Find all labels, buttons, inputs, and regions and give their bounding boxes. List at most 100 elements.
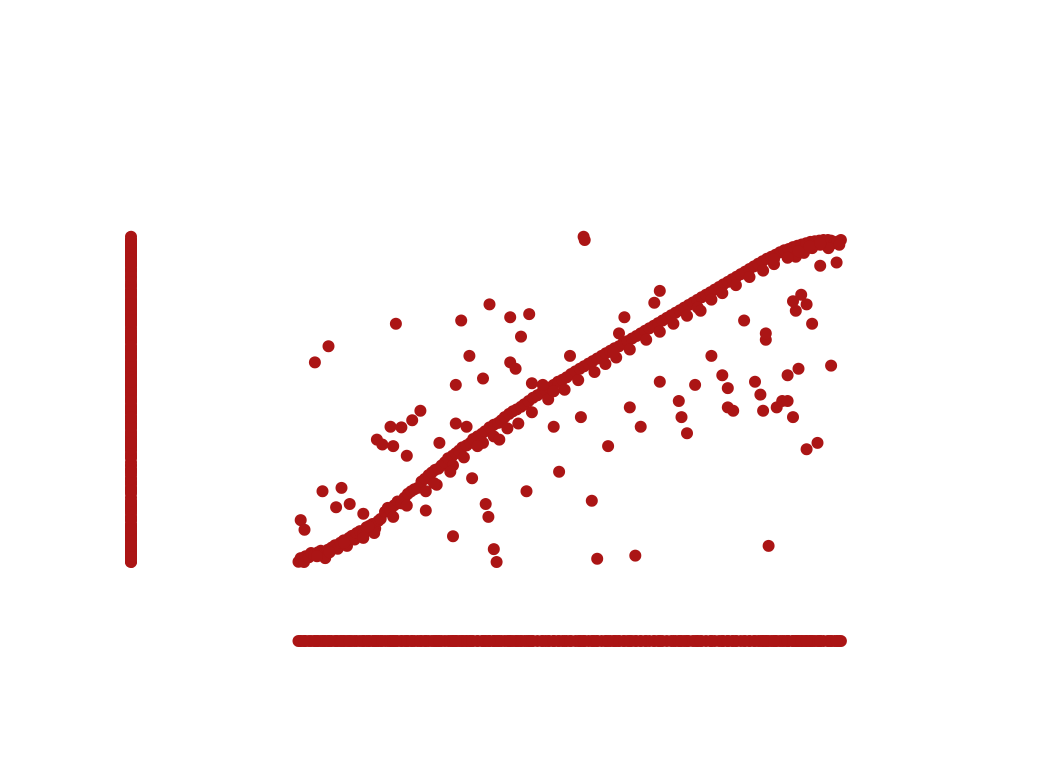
- y-rug-point: [125, 298, 137, 311]
- x-rug-point: [343, 635, 356, 647]
- scatter-point: [800, 443, 813, 456]
- scatter-point: [634, 420, 647, 433]
- scatter-point: [640, 333, 653, 346]
- scatter-point: [653, 284, 666, 297]
- scatter-point: [618, 311, 631, 324]
- scatter-point: [414, 404, 427, 417]
- scatter-point: [623, 343, 636, 356]
- x-rug-point: [322, 635, 335, 647]
- x-rug-point: [653, 635, 666, 647]
- scatter-point: [525, 406, 538, 419]
- y-rug-point: [125, 485, 137, 498]
- scatter-point: [509, 362, 522, 375]
- y-rug-point: [125, 349, 137, 362]
- scatter-point: [553, 465, 566, 478]
- y-rug-point: [125, 420, 137, 433]
- x-rug-point: [738, 635, 751, 647]
- scatter-point: [298, 523, 311, 536]
- x-rug-point: [814, 635, 827, 647]
- x-rug-point: [419, 635, 432, 647]
- x-rug-point: [705, 635, 718, 647]
- scatter-point: [588, 366, 601, 378]
- scatter-point: [362, 520, 375, 533]
- scatter-point: [681, 309, 693, 322]
- scatter-point: [504, 311, 517, 324]
- y-rug-point: [125, 523, 137, 536]
- scatter-point: [357, 507, 370, 520]
- scatter-point: [449, 417, 462, 430]
- scatter-point: [811, 436, 824, 449]
- x-rug-point: [675, 635, 688, 647]
- y-rug-point: [125, 256, 137, 269]
- scatter-point: [754, 388, 767, 401]
- scatter-point: [387, 510, 400, 523]
- scatter-point: [781, 251, 794, 264]
- x-rug-point: [591, 635, 604, 647]
- x-rug-point: [483, 635, 496, 647]
- scatter-point: [444, 465, 457, 478]
- scatter-point: [814, 237, 827, 250]
- scatter-point: [787, 411, 799, 424]
- scatter-point: [787, 295, 799, 308]
- scatter-point: [705, 293, 718, 306]
- scatter-point: [599, 358, 612, 370]
- y-rug-point: [125, 395, 137, 407]
- x-rug-point: [406, 635, 419, 647]
- x-rug-point: [800, 635, 813, 647]
- scatter-point: [806, 317, 819, 330]
- scatter-point: [512, 417, 525, 430]
- y-rug-point: [125, 539, 137, 552]
- y-rug-point: [125, 514, 137, 527]
- scatter-point: [316, 485, 329, 498]
- scatter-point: [482, 510, 495, 523]
- y-rug-point: [125, 288, 137, 301]
- scatter-point: [400, 499, 413, 512]
- x-rug-point: [362, 635, 375, 647]
- scatter-point: [800, 298, 813, 311]
- scatter-point: [833, 238, 846, 251]
- scatter-point: [447, 530, 459, 543]
- scatter-point: [477, 372, 489, 385]
- scatter-point: [330, 501, 343, 514]
- scatter-point: [463, 349, 476, 362]
- scatter-point: [523, 308, 536, 321]
- scatter-point: [501, 422, 514, 435]
- scatter-point: [483, 298, 496, 311]
- scatter-point: [689, 378, 702, 391]
- scatter-point: [335, 481, 348, 494]
- scatter-point: [460, 420, 473, 433]
- scatter-point: [623, 401, 636, 414]
- scatter-point: [585, 494, 598, 507]
- scatter-point: [457, 451, 470, 464]
- scatter-point: [487, 543, 500, 556]
- scatter-point: [323, 546, 336, 559]
- scatter-point: [814, 259, 827, 272]
- x-rug-point: [335, 635, 348, 647]
- scatter-point: [578, 234, 591, 246]
- x-rug-point: [547, 635, 560, 647]
- scatter-point: [729, 279, 742, 292]
- scatter-point: [648, 296, 661, 309]
- scatter-point: [547, 385, 560, 398]
- x-rug-point: [759, 635, 772, 647]
- scatter-point: [681, 427, 693, 440]
- x-rug-point: [504, 635, 517, 647]
- scatter-point: [721, 382, 734, 395]
- scatter-point: [384, 420, 397, 433]
- y-rug-point: [125, 436, 137, 449]
- scatter-point: [536, 378, 549, 391]
- x-rug-point: [376, 635, 389, 647]
- scatter-point: [757, 264, 770, 277]
- scatter-point: [705, 349, 718, 362]
- scatter-point: [376, 438, 389, 451]
- x-rug-point: [449, 635, 462, 647]
- scatter-point: [738, 314, 751, 327]
- scatter-point: [694, 304, 707, 317]
- scatter-point: [759, 327, 772, 340]
- scatter-point: [449, 378, 462, 391]
- scatter-point: [406, 414, 419, 427]
- y-rug-point: [125, 411, 137, 424]
- scatter-point: [395, 421, 408, 434]
- scatter-point: [667, 317, 680, 330]
